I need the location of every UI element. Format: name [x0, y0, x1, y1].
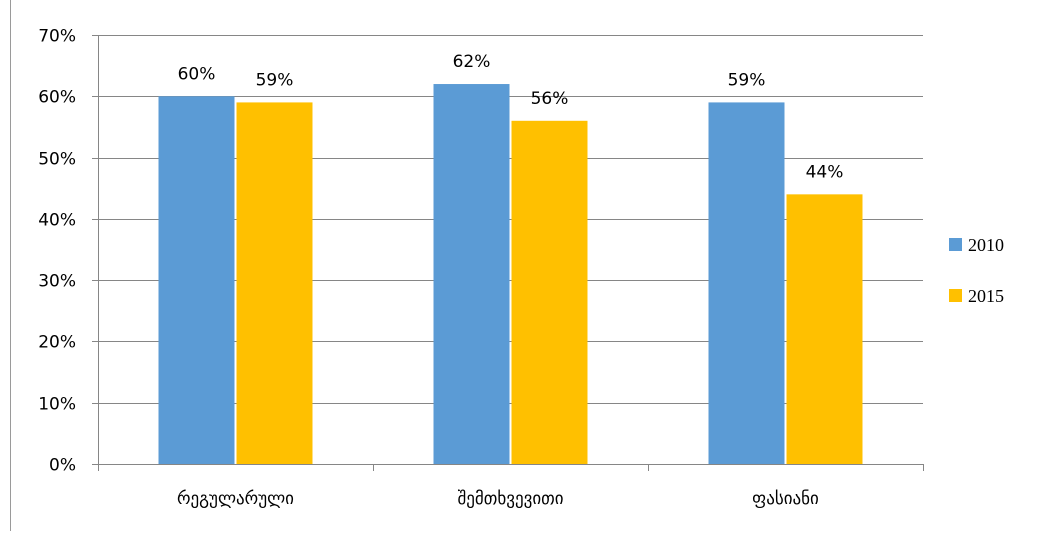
y-tick-label: 50% [38, 150, 76, 170]
y-tick-label: 70% [38, 27, 76, 47]
legend-swatch-2015 [949, 289, 962, 302]
axes [92, 35, 924, 471]
x-category-label: ფასიანი [752, 489, 819, 509]
data-label: 59% [728, 70, 766, 90]
bar-2015-0 [236, 102, 313, 465]
legend-swatch-2010 [949, 238, 962, 251]
legend-label: 2010 [968, 235, 1004, 255]
y-tick-label: 30% [38, 272, 76, 292]
legend: 2010 2015 [949, 235, 1004, 306]
y-tick-label: 0% [49, 456, 76, 476]
bar-2015-2 [786, 194, 863, 465]
bars [158, 84, 863, 465]
y-tick-label: 10% [38, 395, 76, 415]
y-tick-label: 40% [38, 211, 76, 231]
data-label: 62% [453, 52, 491, 72]
labels: 0% 10% 20% 30% 40% 50% 60% 70% 60% 59% რეგულარული 6… [38, 27, 843, 510]
data-label: 59% [256, 70, 294, 90]
data-label: 56% [531, 89, 569, 109]
y-tick-label: 60% [38, 88, 76, 108]
left-border-rule [10, 0, 11, 531]
bar-2015-1 [511, 120, 588, 465]
bar-2010-1 [433, 84, 510, 465]
bar-2010-0 [158, 96, 235, 465]
data-label: 44% [806, 162, 844, 182]
data-label: 60% [178, 64, 216, 84]
y-tick-label: 20% [38, 333, 76, 353]
x-category-label: შემთხვევითი [457, 489, 563, 509]
gridlines [98, 35, 923, 404]
x-category-label: რეგულარული [177, 489, 294, 509]
legend-label: 2015 [968, 286, 1004, 306]
bar-2010-2 [708, 102, 785, 465]
